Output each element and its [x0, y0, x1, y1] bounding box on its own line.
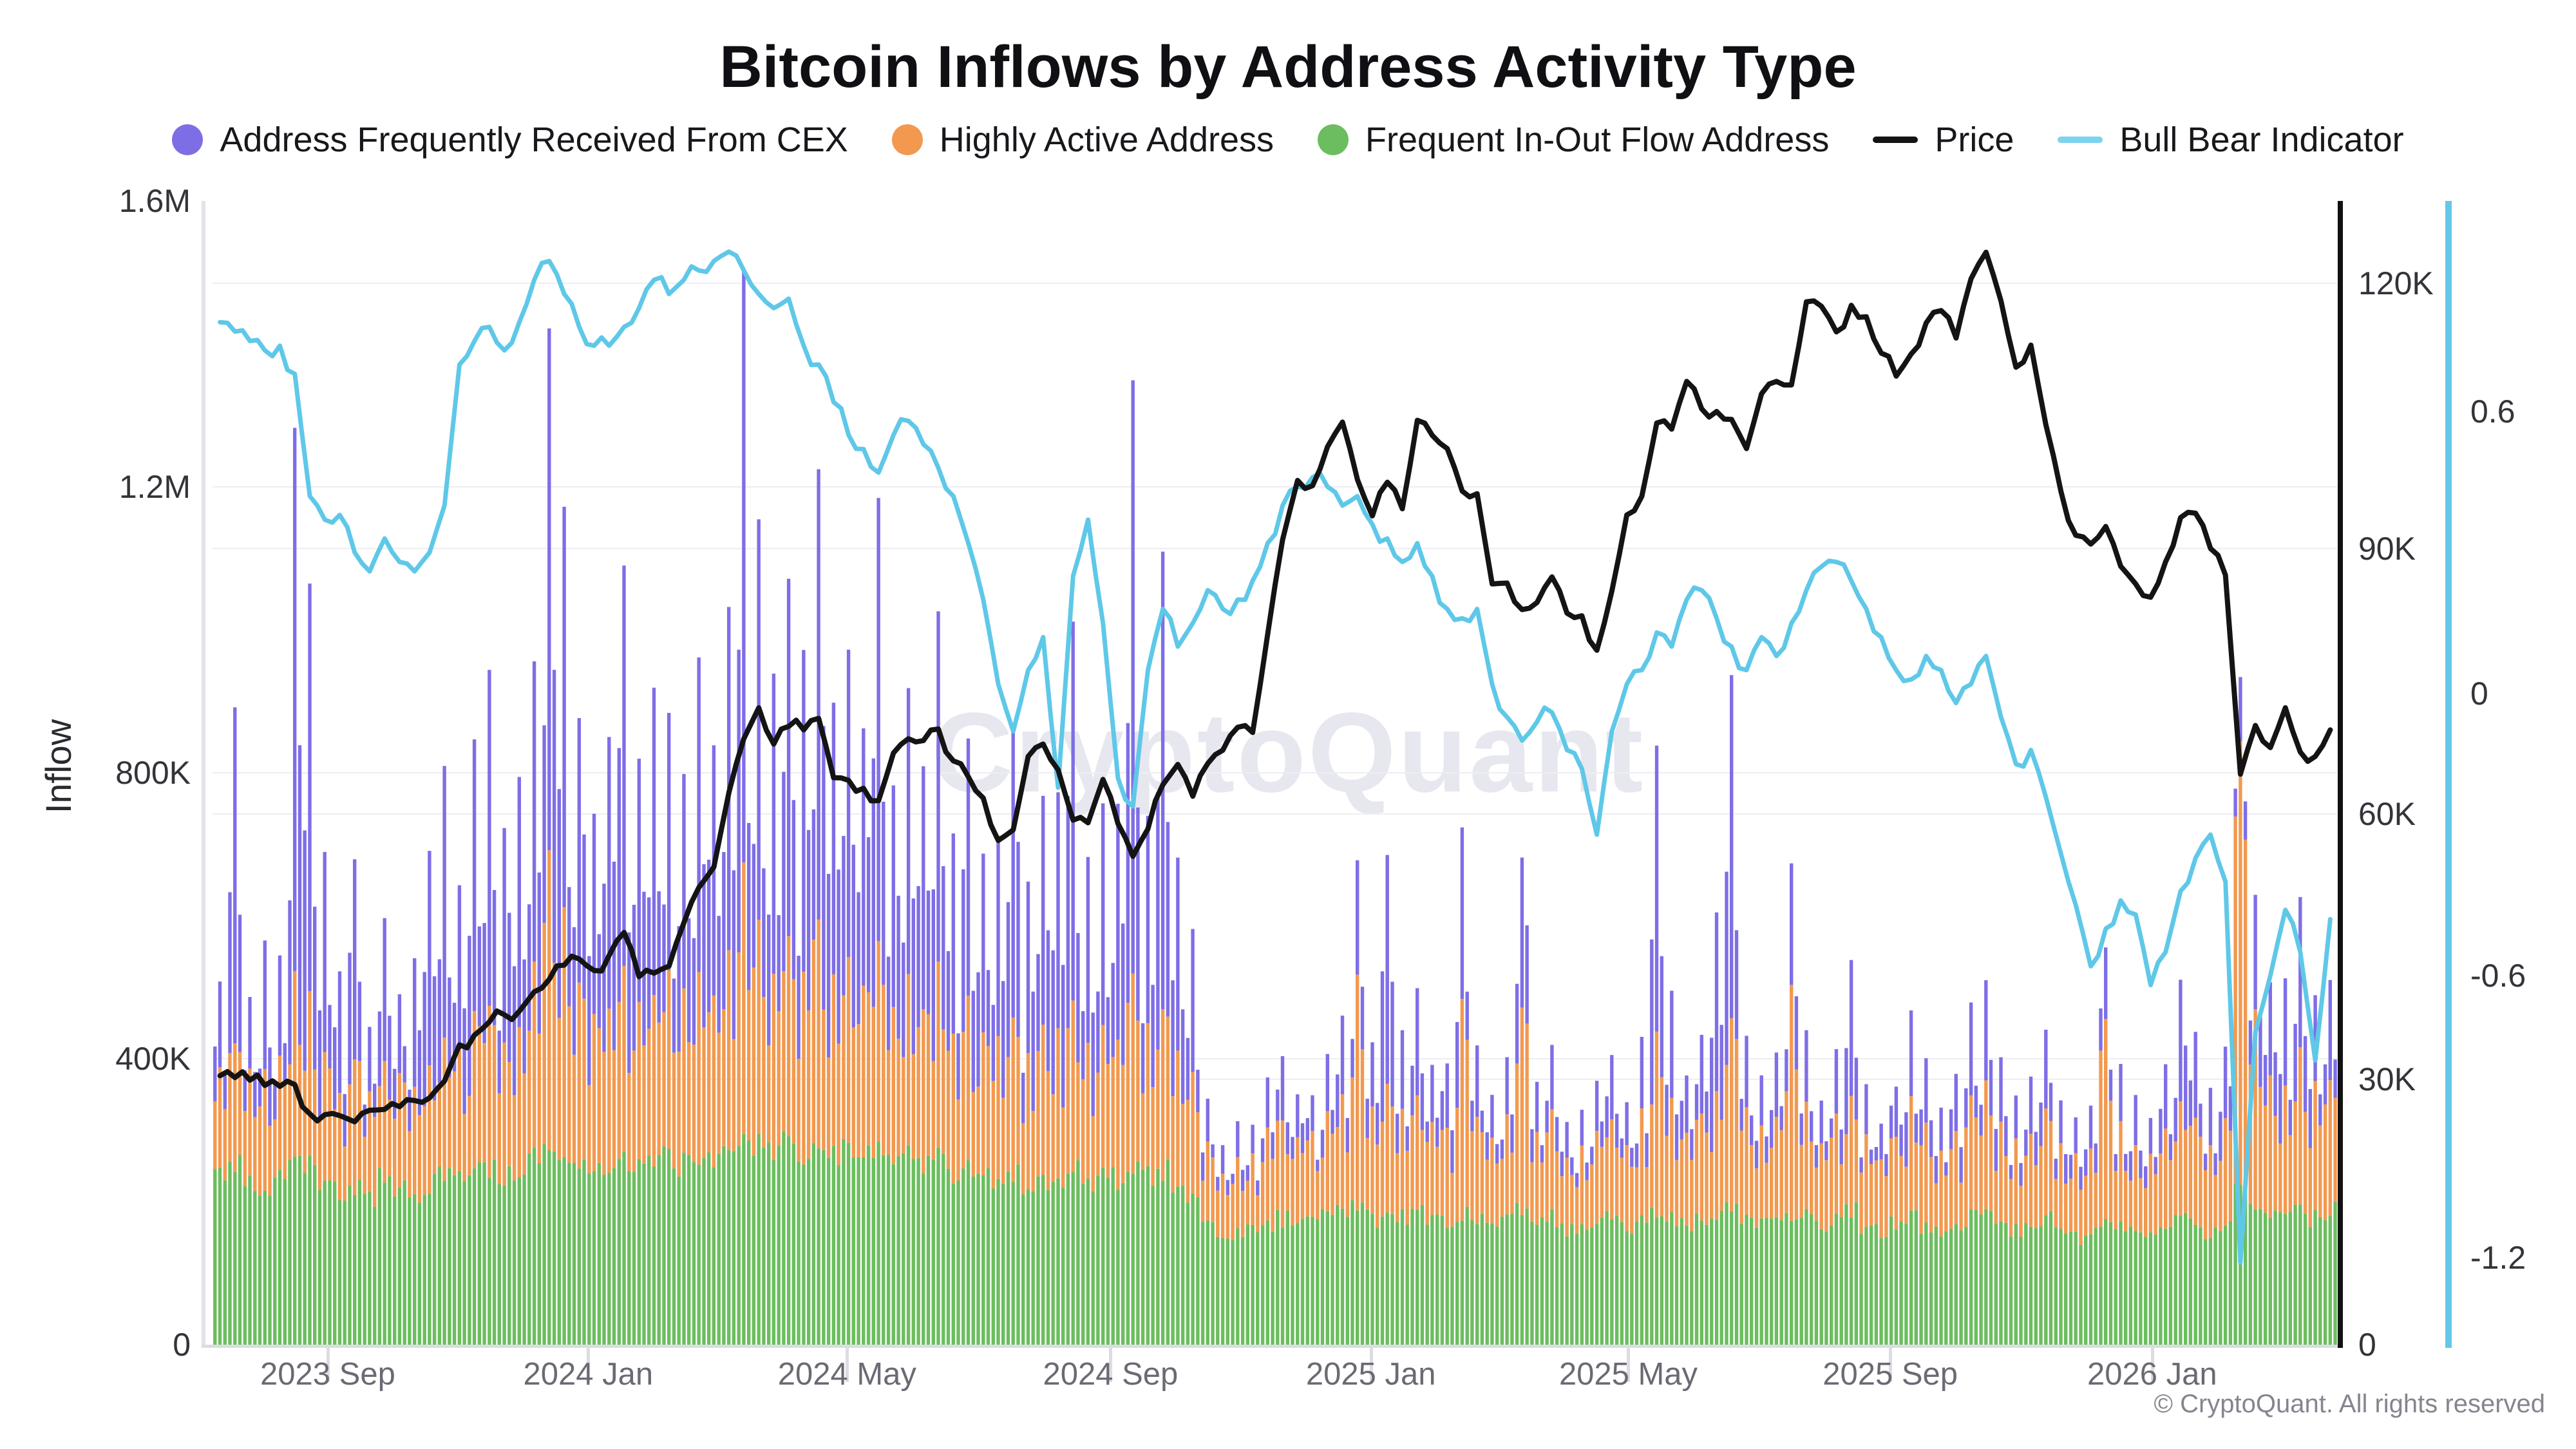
y-tick-indicator: 0.6	[2470, 393, 2515, 430]
legend-item-1[interactable]: Highly Active Address	[891, 120, 1274, 160]
x-tick-label: 2023 Sep	[260, 1357, 395, 1392]
x-tick-label: 2024 Jan	[523, 1357, 654, 1392]
x-tick-mark	[1369, 1345, 1373, 1382]
legend-item-label: Address Frequently Received From CEX	[220, 120, 848, 159]
y-tick-left: 1.6M	[118, 183, 191, 219]
copyright-text: © CryptoQuant. All rights reserved	[2154, 1390, 2546, 1418]
x-tick-mark	[846, 1345, 849, 1382]
legend: Address Frequently Received From CEX High…	[0, 120, 2576, 160]
x-axis-baseline	[202, 1345, 2338, 1348]
x-tick-mark	[1889, 1345, 1893, 1382]
legend-line-icon	[2058, 137, 2103, 143]
legend-dot-icon	[1318, 124, 1349, 155]
legend-item-4[interactable]: Bull Bear Indicator	[2058, 120, 2404, 160]
y-tick-left: 800K	[115, 755, 191, 791]
x-tick-mark	[2150, 1345, 2154, 1382]
x-tick-mark	[587, 1345, 591, 1382]
x-tick-label: 2025 May	[1558, 1357, 1698, 1392]
y-tick-indicator: -0.6	[2470, 957, 2526, 994]
x-tick-label: 2025 Jan	[1305, 1357, 1436, 1392]
legend-dot-icon	[172, 124, 204, 155]
x-tick-label: 2026 Jan	[2087, 1357, 2217, 1392]
y-tick-indicator: -1.2	[2470, 1239, 2526, 1276]
chart-title: Bitcoin Inflows by Address Activity Type	[719, 34, 1857, 100]
legend-item-3[interactable]: Price	[1873, 120, 2014, 160]
y-tick-price: 60K	[2358, 795, 2416, 832]
y-tick-left: 0	[173, 1327, 191, 1363]
price-axis-line	[2338, 201, 2343, 1348]
x-tick-label: 2024 May	[777, 1357, 916, 1392]
legend-dot-icon	[891, 124, 923, 155]
x-tick-label: 2025 Sep	[1823, 1357, 1958, 1392]
x-tick-mark	[326, 1345, 330, 1382]
indicator-axis-line	[2445, 201, 2452, 1348]
legend-item-2[interactable]: Frequent In-Out Flow Address	[1318, 120, 1829, 160]
legend-item-label: Frequent In-Out Flow Address	[1365, 120, 1830, 159]
x-tick-mark	[1627, 1345, 1631, 1382]
legend-item-label: Price	[1935, 120, 2014, 159]
x-tick-mark	[1109, 1345, 1113, 1382]
legend-item-label: Highly Active Address	[939, 120, 1274, 159]
legend-line-icon	[1873, 137, 1918, 143]
y-tick-left: 1.2M	[118, 469, 191, 505]
legend-item-label: Bull Bear Indicator	[2119, 120, 2404, 159]
y-tick-indicator: 0	[2470, 676, 2488, 712]
y-tick-price: 30K	[2358, 1061, 2416, 1097]
x-tick-label: 2024 Sep	[1043, 1357, 1179, 1392]
y-tick-price: 0	[2358, 1327, 2376, 1363]
y-tick-price: 120K	[2358, 265, 2434, 301]
y-axis-left-line	[202, 201, 205, 1345]
y-tick-left: 400K	[115, 1041, 191, 1077]
legend-item-0[interactable]: Address Frequently Received From CEX	[172, 120, 848, 160]
y-tick-price: 90K	[2358, 530, 2416, 567]
